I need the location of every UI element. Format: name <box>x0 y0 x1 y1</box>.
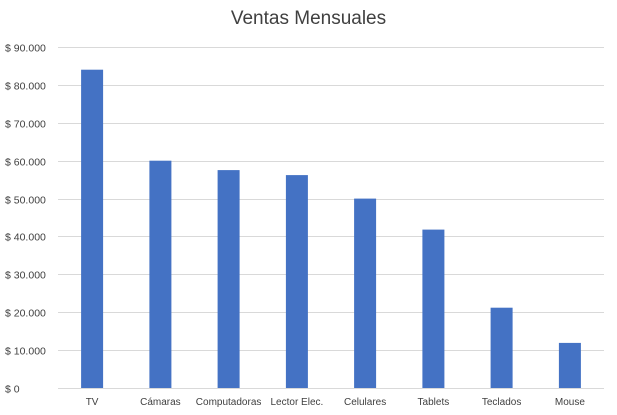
x-tick-label: Mouse <box>555 397 585 408</box>
y-tick-label: $ 60.000 <box>5 157 46 169</box>
gridlines <box>58 47 604 389</box>
bar <box>490 307 513 388</box>
x-tick-label: Tablets <box>418 397 450 408</box>
bar <box>354 198 377 388</box>
x-tick-label: Computadoras <box>196 397 262 408</box>
y-tick-label: $ 90.000 <box>5 43 46 55</box>
x-axis-labels: TV Cámaras Computadoras Lector Elec. Celular… <box>86 397 586 408</box>
x-tick-label: Lector Elec. <box>270 397 323 408</box>
y-tick-label: $ 80.000 <box>5 81 46 93</box>
x-tick-label: Celulares <box>344 397 386 408</box>
bar <box>149 160 172 388</box>
y-tick-label: $ 10.000 <box>5 346 46 358</box>
x-tick-label: TV <box>86 397 99 408</box>
y-tick-label: $ 70.000 <box>5 119 46 131</box>
x-tick-label: Cámaras <box>140 397 181 408</box>
bars <box>81 69 581 388</box>
y-tick-label: $ 0 <box>5 384 20 396</box>
bar <box>422 229 445 388</box>
y-axis-ticks: $ 0 $ 10.000 $ 20.000 $ 30.000 $ 40.000 $ 50.… <box>5 43 46 396</box>
chart-title: Ventas Mensuales <box>230 8 387 29</box>
bar <box>81 69 104 388</box>
bar <box>558 342 581 388</box>
bar <box>285 175 308 388</box>
y-tick-label: $ 50.000 <box>5 195 46 207</box>
bar <box>217 170 240 388</box>
y-tick-label: $ 40.000 <box>5 232 46 244</box>
y-tick-label: $ 30.000 <box>5 270 46 282</box>
y-tick-label: $ 20.000 <box>5 308 46 320</box>
x-tick-label: Teclados <box>482 397 521 408</box>
